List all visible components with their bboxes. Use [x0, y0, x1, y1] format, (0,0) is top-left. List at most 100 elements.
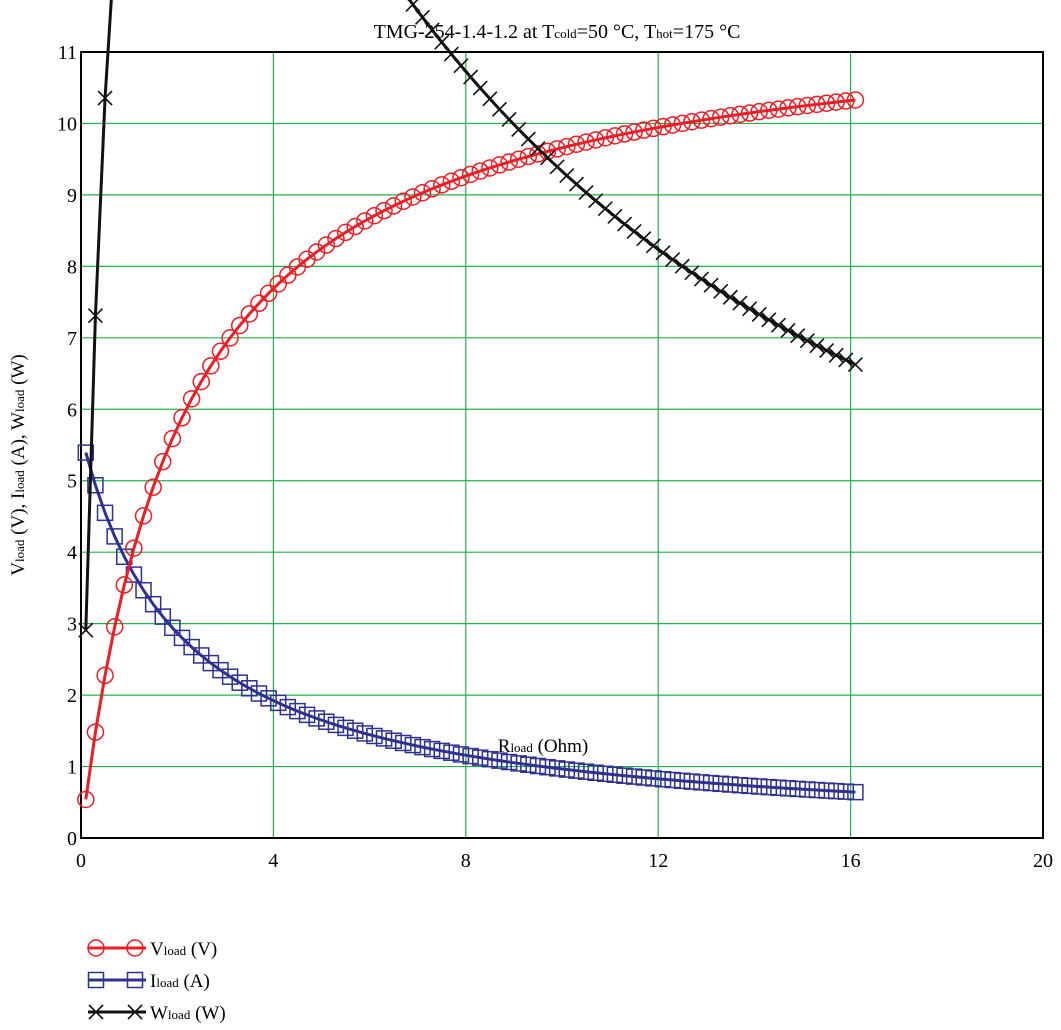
data-point-wload [809, 338, 825, 354]
data-point-wload [414, 9, 431, 25]
data-point-wload [636, 231, 652, 247]
legend-symbol-iload [87, 971, 146, 989]
data-point-iload [789, 780, 806, 798]
data-point-iload [683, 773, 701, 790]
legend-symbol-wload [88, 1004, 146, 1020]
data-point-iload [616, 767, 633, 784]
legend-marker-vload [126, 939, 144, 957]
data-point-wload [722, 289, 738, 305]
data-point-wload [818, 342, 835, 359]
data-point-vload [663, 116, 682, 134]
data-point-iload [597, 765, 614, 783]
data-point-iload [693, 774, 710, 791]
data-point-wload [607, 208, 623, 224]
data-point-vload [548, 140, 566, 158]
data-point-iload [87, 477, 104, 494]
data-point-wload [703, 277, 719, 293]
data-point-iload [154, 608, 172, 625]
y-tick-label: 2 [67, 685, 77, 707]
data-point-iload [837, 783, 855, 800]
data-point-vload [336, 223, 355, 242]
data-point-iload [337, 719, 354, 737]
series-line-wload [84, 0, 857, 631]
data-point-iload [539, 758, 556, 776]
data-point-vload [327, 229, 345, 248]
data-point-vload [529, 145, 547, 163]
data-point-wload [443, 46, 459, 62]
data-point-iload [529, 757, 547, 775]
data-point-iload [500, 753, 518, 771]
y-tick-label: 10 [57, 113, 77, 135]
data-point-vload [577, 133, 595, 151]
data-point-wload [828, 347, 844, 363]
data-point-iload [433, 742, 450, 760]
legend-marker-iload [87, 971, 105, 989]
data-point-iload [799, 781, 816, 798]
data-point-iload [760, 778, 778, 796]
x-tick-label: 4 [268, 850, 278, 872]
chart-title: TMG-254-1.4-1.2 at Tcold=50 °C, Thot=175… [374, 21, 741, 43]
data-point-iload [221, 668, 239, 685]
legend-marker-wload [127, 1004, 143, 1020]
data-point-iload [558, 761, 576, 778]
data-point-iload [770, 779, 787, 796]
data-point-vload [240, 305, 259, 323]
data-point-vload [221, 329, 239, 347]
series-vload [77, 91, 865, 809]
data-point-iload [577, 763, 595, 780]
data-point-iload [212, 661, 229, 679]
data-point-vload [721, 107, 740, 125]
data-point-wload [693, 271, 710, 287]
data-point-iload [674, 772, 691, 790]
data-point-wload [674, 258, 690, 274]
data-point-vload [115, 576, 134, 594]
data-point-iload [164, 619, 181, 637]
x-tick-label: 16 [841, 850, 861, 872]
data-point-vload [769, 100, 788, 118]
y-tick-label: 0 [67, 828, 77, 850]
data-point-wload [578, 184, 594, 201]
data-point-vload [77, 790, 95, 809]
data-point-wload [78, 622, 94, 638]
data-point-iload [289, 702, 306, 720]
y-tick-label: 8 [67, 256, 77, 278]
data-point-iload [625, 768, 643, 785]
data-point-wload [665, 251, 681, 268]
data-point-iload [375, 730, 393, 747]
data-point-vload [615, 125, 634, 143]
data-point-vload [394, 192, 413, 211]
data-point-vload [635, 121, 653, 139]
data-point-vload [760, 101, 778, 120]
data-point-vload [423, 180, 441, 198]
data-point-iload [847, 783, 864, 801]
data-point-iload [731, 776, 749, 794]
data-point-iload [510, 755, 527, 772]
data-point-wload [770, 317, 787, 333]
data-point-vload [307, 243, 326, 261]
data-point-wload [588, 193, 604, 209]
data-point-iload [635, 769, 653, 786]
data-point-iload [96, 504, 114, 522]
data-point-vload [259, 284, 278, 303]
data-point-vload [500, 153, 518, 171]
data-point-iload [173, 629, 191, 647]
y-tick-label: 4 [67, 542, 77, 564]
data-point-vload [433, 176, 451, 194]
data-point-iload [481, 750, 499, 768]
data-point-iload [452, 746, 470, 763]
data-point-wload [424, 22, 440, 38]
data-point-wload [742, 301, 758, 317]
x-tick-labels: 0 4 8 12 16 20 [76, 850, 1053, 872]
data-point-iload [808, 781, 826, 799]
data-point-iload [404, 736, 422, 754]
series-layer [77, 0, 865, 809]
data-point-wload [799, 333, 815, 349]
data-point-iload [327, 716, 345, 734]
data-point-wload [780, 322, 796, 339]
legend-symbol-vload [87, 939, 146, 957]
data-point-iload [645, 770, 662, 787]
series-wload [78, 0, 863, 638]
data-point-iload [106, 528, 123, 545]
data-point-iload [77, 444, 95, 461]
data-point-iload [548, 760, 566, 777]
